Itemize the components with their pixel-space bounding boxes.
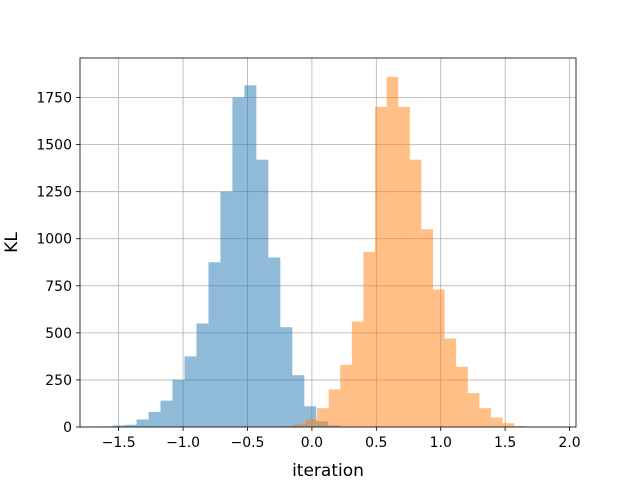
y-tick-label: 250 [45,373,72,389]
histogram-bar-series-1 [292,375,305,427]
histogram-bar-series-2 [490,417,503,427]
histogram-bar-series-1 [172,379,185,427]
histogram-bar-series-2 [444,338,457,427]
histogram-bar-series-2 [363,251,376,427]
y-tick-label: 1750 [36,91,72,107]
histogram-bar-series-1 [280,327,293,427]
y-tick-label: 0 [63,420,72,436]
x-axis-ticks: −1.5 −1.0 −0.5 0.0 0.5 1.0 1.5 2.0 [102,427,581,451]
histogram-bar-series-1 [208,262,221,427]
histogram-bar-series-1 [232,97,245,428]
histogram-bar-series-2 [375,106,387,428]
histogram-bar-series-1 [112,425,125,427]
histogram-bar-series-1 [124,424,137,427]
histogram-bar-series-2 [328,389,341,427]
histogram-bar-series-2 [351,321,364,427]
histogram-bar-series-1 [244,85,257,428]
histogram-bar-series-2 [282,426,294,427]
histogram-bar-series-1 [268,257,281,427]
y-tick-label: 500 [45,326,72,342]
histogram-bar-series-1 [196,323,209,427]
histogram-bar-series-2 [340,364,352,427]
x-tick-label: −1.5 [102,435,136,451]
histogram-bar-series-2 [479,408,491,427]
histogram-bar-series-2 [432,289,445,427]
histogram-bar-series-2 [305,419,318,427]
x-tick-label: 1.5 [494,435,516,451]
histogram-bar-series-1 [184,356,197,427]
histogram-bar-series-1 [136,419,149,427]
y-tick-label: 1000 [36,232,72,248]
grid-lines [80,58,576,428]
histogram-bar-series-1 [160,400,173,427]
y-tick-label: 1250 [36,185,72,201]
histogram-bar-series-2 [293,424,306,427]
x-tick-label: 2.0 [558,435,580,451]
x-tick-label: 0.0 [301,435,323,451]
histogram-bar-series-1 [256,159,269,427]
plot-frame [79,57,577,428]
x-tick-label: −1.0 [166,435,200,451]
y-tick-label: 1500 [36,138,72,154]
histogram-bar-series-2 [514,426,526,427]
x-tick-label: −0.5 [230,435,264,451]
y-tick-label: 750 [45,279,72,295]
histogram-bar-series-2 [502,423,515,427]
histogram-bar-series-2 [421,229,433,427]
y-axis-ticks: 0 250 500 750 1000 1250 1500 1750 [36,91,80,436]
histogram-bar-series-1 [304,406,317,427]
histogram-bars [88,76,526,428]
histogram-bar-series-2 [409,159,422,427]
x-axis-label: iteration [292,461,364,480]
y-axis-label: KL [2,232,22,253]
histogram-bar-series-2 [317,408,329,427]
x-tick-label: 1.0 [430,435,452,451]
histogram-bar-series-2 [456,366,468,427]
histogram-bar-series-2 [467,393,480,427]
x-tick-label: 0.5 [365,435,387,451]
histogram-bar-series-2 [398,106,410,428]
histogram-bar-series-2 [386,76,399,427]
histogram-bar-series-1 [148,411,161,427]
histogram-bar-series-1 [220,191,233,427]
